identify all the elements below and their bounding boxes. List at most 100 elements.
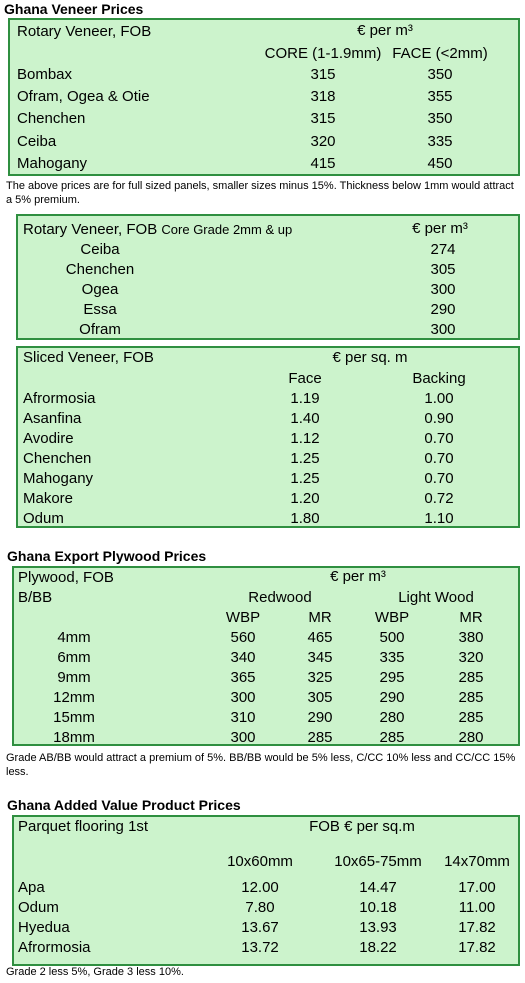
cell: 365: [230, 669, 256, 686]
cell: 17.82: [458, 939, 496, 956]
cell: 17.00: [458, 879, 496, 896]
row-label: 4mm: [57, 629, 91, 646]
cell: 1.10: [424, 510, 454, 527]
row-label: Odum: [23, 510, 64, 527]
cell: 300: [430, 321, 456, 338]
note: Grade AB/BB would attract a premium of 5…: [6, 752, 516, 778]
cell: 350: [427, 66, 453, 83]
cell: 1.12: [290, 430, 320, 447]
row-label: Ceiba: [80, 241, 120, 258]
grade-label: B/BB: [18, 589, 53, 606]
cell: 450: [427, 154, 453, 172]
row-label: 6mm: [57, 649, 91, 666]
group-header: Light Wood: [398, 589, 474, 606]
cell: 415: [310, 154, 336, 172]
cell: 285: [379, 729, 405, 746]
row-label: Odum: [18, 899, 59, 916]
cell: 285: [458, 689, 484, 706]
cell: 290: [379, 689, 405, 706]
cell: 310: [230, 709, 256, 726]
table-box: [8, 18, 520, 176]
cell: 300: [230, 689, 256, 706]
cell: 274: [430, 241, 456, 258]
cell: 290: [307, 709, 333, 726]
row-label: Chenchen: [17, 110, 86, 128]
row-label: Ofram, Ogea & Otie: [17, 88, 150, 106]
table-header: Plywood, FOB: [18, 569, 114, 586]
row-label: Bombax: [17, 66, 73, 83]
column-header: WBP: [225, 609, 261, 626]
unit-label: FOB € per sq.m: [309, 818, 415, 835]
cell: 305: [307, 689, 333, 706]
table-header: Sliced Veneer, FOB: [23, 349, 154, 366]
column-header: Backing: [412, 370, 466, 387]
table-box: [16, 346, 520, 528]
cell: 10.18: [359, 899, 397, 916]
section-title: Ghana Veneer Prices: [4, 1, 144, 17]
cell: 335: [379, 649, 405, 666]
cell: 1.25: [290, 470, 320, 487]
cell: 350: [427, 110, 453, 128]
table-header: Parquet flooring 1st: [18, 818, 149, 835]
table-subheader: Core Grade 2mm & up: [161, 222, 293, 237]
cell: 355: [427, 88, 453, 106]
cell: 12.00: [241, 879, 279, 896]
cell: 0.90: [424, 410, 454, 427]
group-header: Redwood: [248, 589, 312, 606]
cell: 11.00: [458, 899, 496, 916]
row-label: Avodire: [23, 430, 74, 447]
cell: 320: [458, 649, 484, 666]
unit-label: € per m³: [412, 220, 468, 237]
row-label: 12mm: [53, 689, 95, 706]
section-title: Ghana Added Value Product Prices: [7, 797, 241, 813]
cell: 7.80: [245, 899, 275, 916]
table-box: [12, 815, 520, 966]
column-header: CORE (1-1.9mm): [264, 45, 382, 62]
row-label: Ceiba: [17, 132, 57, 150]
row-label: Chenchen: [65, 261, 135, 278]
row-label: Chenchen: [23, 450, 92, 467]
cell: 335: [427, 132, 453, 150]
cell: 295: [379, 669, 405, 686]
column-header: 14x70mm: [444, 853, 510, 870]
cell: 17.82: [458, 919, 496, 936]
cell: 14.47: [359, 879, 397, 896]
section-title: Ghana Export Plywood Prices: [7, 548, 207, 564]
cell: 560: [230, 629, 256, 646]
row-label: Mahogany: [17, 154, 88, 172]
cell: 325: [307, 669, 333, 686]
table-header-main: Rotary Veneer, FOB: [23, 221, 158, 238]
cell: 0.70: [424, 430, 454, 447]
cell: 1.40: [290, 410, 320, 427]
cell: 13.93: [359, 919, 397, 936]
cell: 1.80: [290, 510, 320, 527]
note: The above prices are for full sized pane…: [6, 180, 514, 206]
row-label: Afrormosia: [18, 939, 91, 956]
cell: 18.22: [359, 939, 397, 956]
cell: 1.19: [290, 390, 320, 407]
cell: 1.00: [424, 390, 454, 407]
table-box: [16, 214, 520, 340]
cell: 300: [430, 281, 456, 298]
cell: 305: [430, 261, 456, 278]
table-header: Rotary Veneer, FOB: [17, 23, 152, 40]
cell: 380: [458, 629, 484, 646]
cell: 315: [310, 66, 336, 83]
cell: 280: [379, 709, 405, 726]
column-header: Face: [288, 370, 322, 387]
cell: 0.70: [424, 470, 454, 487]
cell: 315: [310, 110, 336, 128]
column-header: 10x65-75mm: [334, 853, 422, 870]
cell: 320: [310, 132, 336, 150]
cell: 500: [379, 629, 405, 646]
column-header: FACE (<2mm): [392, 45, 488, 62]
table-header: Rotary Veneer, FOB Core Grade 2mm & up: [23, 222, 292, 238]
column-header: MR: [308, 609, 332, 626]
unit-label: € per m³: [357, 22, 413, 39]
column-header: MR: [459, 609, 483, 626]
cell: 300: [230, 729, 256, 746]
cell: 1.20: [290, 490, 320, 507]
cell: 465: [307, 629, 333, 646]
row-label: Hyedua: [18, 919, 70, 936]
